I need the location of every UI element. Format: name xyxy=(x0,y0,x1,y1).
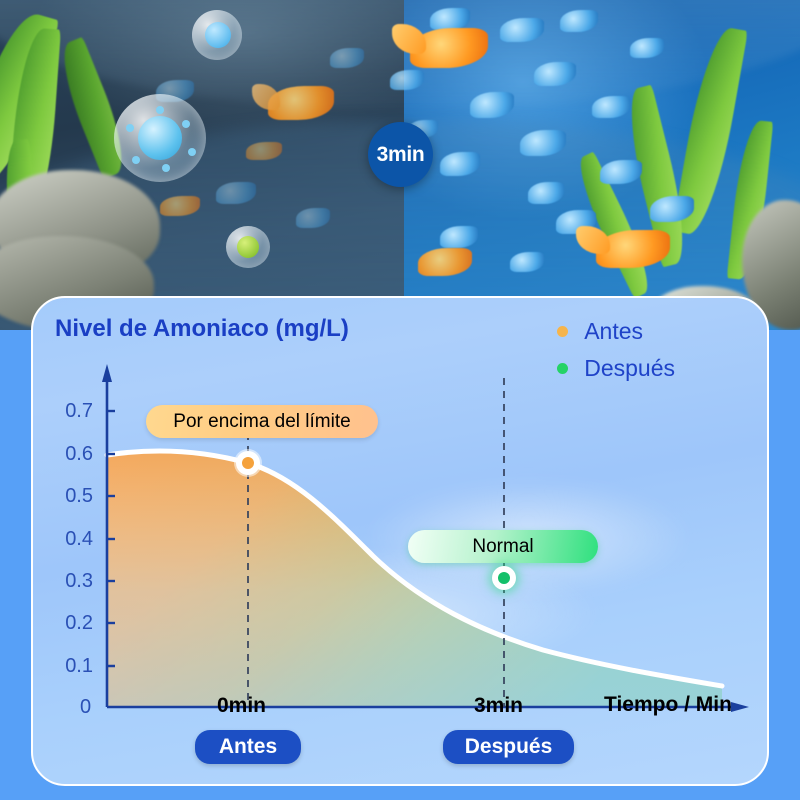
fish-icon xyxy=(528,182,564,204)
microbe-spike xyxy=(132,156,140,164)
fish-icon xyxy=(390,70,424,90)
y-axis-arrow xyxy=(102,364,112,382)
legend-item-despues: Después xyxy=(557,355,675,382)
duration-badge-label: 3min xyxy=(376,142,425,166)
y-tick-label: 0.7 xyxy=(65,400,93,422)
fish-icon xyxy=(216,182,256,204)
microbe-spike xyxy=(182,120,190,128)
annotation-label: Por encima del límite xyxy=(173,410,351,432)
goldfish-icon xyxy=(160,196,200,216)
microbe-core xyxy=(205,22,231,48)
fish-icon xyxy=(470,92,514,118)
duration-badge: 3min xyxy=(368,122,433,187)
tag-label: Después xyxy=(464,735,553,758)
x-tick-label-despues: 3min xyxy=(474,694,524,717)
trend-line xyxy=(104,448,725,689)
annotation-label: Normal xyxy=(472,535,534,557)
tag-antes[interactable]: Antes xyxy=(195,730,301,764)
fish-icon xyxy=(430,8,470,30)
goldfish-icon xyxy=(418,248,472,276)
microbe-bubble-icon xyxy=(226,226,270,268)
fish-icon xyxy=(534,62,576,86)
data-point-despues[interactable] xyxy=(492,566,516,590)
microbe-spike xyxy=(156,106,164,114)
chart-legend: Antes Después xyxy=(557,318,675,392)
fish-icon xyxy=(600,160,642,184)
microbe-spike xyxy=(188,148,196,156)
chart-plot xyxy=(102,364,749,712)
fish-icon xyxy=(630,38,664,58)
ammonia-chart-card: Nivel de Amoniaco (mg/L) Antes Después xyxy=(31,296,769,786)
chart-title: Nivel de Amoniaco (mg/L) xyxy=(55,315,349,342)
y-origin-label: 0 xyxy=(80,696,92,718)
x-tick-label-antes: 0min xyxy=(217,694,267,717)
x-axis-arrow xyxy=(731,702,749,712)
tag-label: Antes xyxy=(218,735,278,758)
legend-label: Antes xyxy=(584,318,644,344)
legend-item-antes: Antes xyxy=(557,318,675,345)
data-point-core xyxy=(498,572,510,584)
fish-icon xyxy=(510,252,544,272)
y-tick-label: 0.5 xyxy=(65,485,93,507)
fish-icon xyxy=(560,10,598,32)
fish-icon xyxy=(500,18,544,42)
microbe-spike xyxy=(126,124,134,132)
tag-despues[interactable]: Después xyxy=(443,730,574,764)
y-tick-label: 0.2 xyxy=(65,612,93,634)
fish-icon xyxy=(330,48,364,68)
x-axis-title: Tiempo / Min xyxy=(604,693,732,716)
goldfish-icon xyxy=(246,142,282,160)
y-tick-label: 0.6 xyxy=(65,443,93,465)
data-point-antes[interactable] xyxy=(236,451,260,475)
legend-label: Después xyxy=(584,355,675,381)
area-haze xyxy=(107,451,722,707)
legend-dot-icon xyxy=(557,326,569,337)
microbe-core xyxy=(237,236,259,258)
fish-icon xyxy=(592,96,630,118)
fish-icon xyxy=(520,130,566,156)
data-point-core xyxy=(242,457,254,469)
annotation-normal: Normal xyxy=(408,530,598,563)
y-tick-label: 0.1 xyxy=(65,655,93,677)
microbe-bubble-icon xyxy=(192,10,242,60)
microbe-core xyxy=(138,116,182,160)
fish-icon xyxy=(296,208,330,228)
microbe-bubble-icon xyxy=(114,94,206,182)
microbe-spike xyxy=(162,164,170,172)
y-tick-label: 0.3 xyxy=(65,570,93,592)
fish-icon xyxy=(440,152,480,176)
legend-dot-icon xyxy=(557,363,569,374)
y-tick-label: 0.4 xyxy=(65,528,93,550)
fish-icon xyxy=(440,226,478,248)
fish-icon xyxy=(650,196,694,222)
annotation-above-limit: Por encima del límite xyxy=(146,405,378,438)
